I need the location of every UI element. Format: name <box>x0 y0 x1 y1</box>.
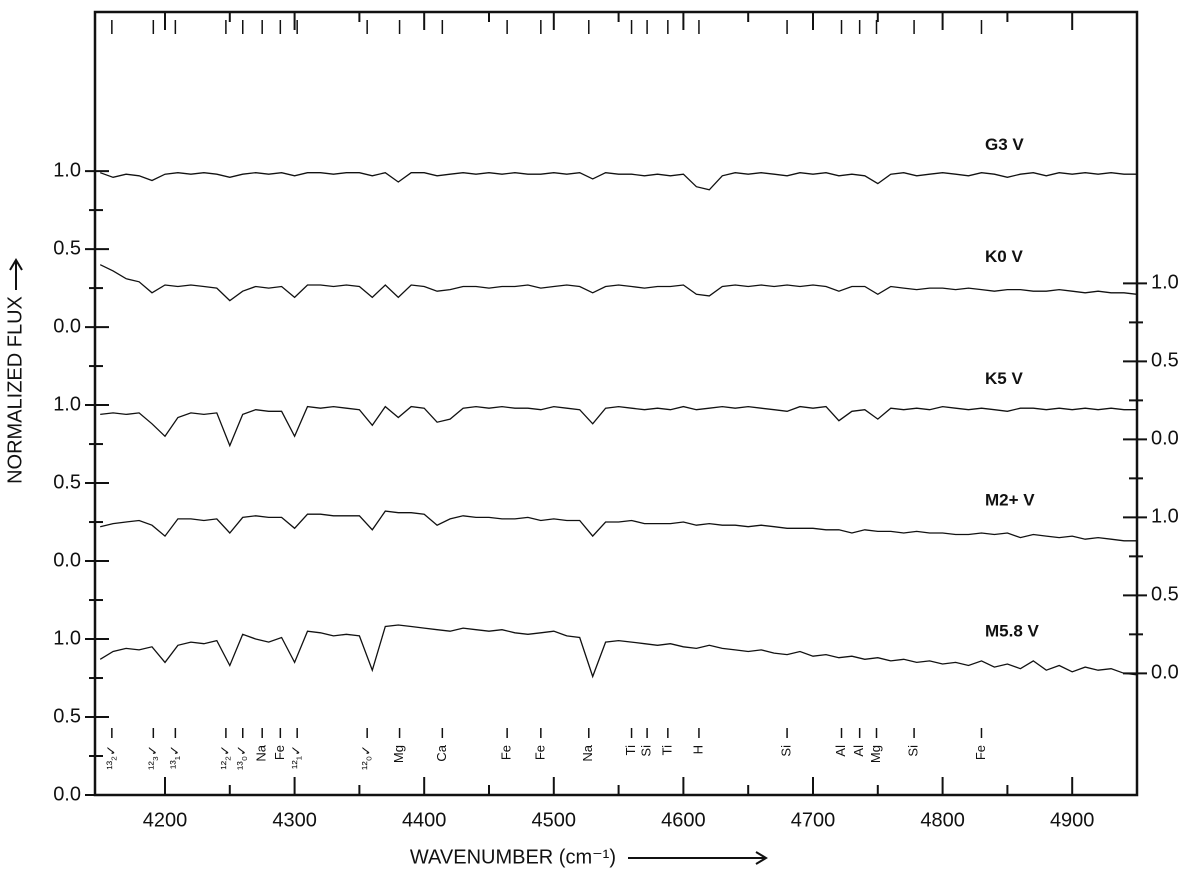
x-axis-label: WAVENUMBER (cm⁻¹) <box>410 846 616 868</box>
line-id-label: ¹²₃✓ <box>145 745 160 770</box>
y-axis-arrow-head <box>9 258 23 271</box>
line-id-label: Fe <box>499 745 514 760</box>
x-tick-label: 4500 <box>532 809 577 831</box>
line-id-label: ¹²₀✓ <box>359 745 374 770</box>
y-tick-label: 0.0 <box>53 783 81 805</box>
line-id-label: Ti <box>623 745 638 755</box>
x-tick-label: 4600 <box>661 809 706 831</box>
y2-tick-label: 0.5 <box>1151 584 1179 606</box>
x-tick-label: 4700 <box>791 809 836 831</box>
line-id-label: Si <box>906 745 921 757</box>
line-id-label: Na <box>580 744 595 761</box>
x-tick-label: 4200 <box>143 809 188 831</box>
spectrum-line <box>99 624 1138 679</box>
y-axis-label: NORMALIZED FLUX <box>4 296 26 484</box>
line-id-label: Si <box>639 745 654 757</box>
line-id-label: ¹³₀✓ <box>234 745 249 770</box>
line-id-label: Al <box>851 745 866 757</box>
spectrum-label: G3 V <box>985 135 1024 154</box>
spectrum-line <box>99 171 1137 191</box>
y-tick-label: 0.5 <box>53 471 81 493</box>
spectrum-label: M5.8 V <box>985 621 1040 640</box>
y2-tick-label: 1.0 <box>1151 506 1179 528</box>
y-tick-label: 1.0 <box>53 159 81 181</box>
line-id-label: Ti <box>659 745 674 755</box>
line-id-label: Fe <box>532 745 547 760</box>
line-id-label: Si <box>779 745 794 757</box>
y-tick-label: 0.5 <box>53 705 81 727</box>
line-id-label: ¹³₂✓ <box>103 745 118 770</box>
line-id-label: ¹³₁✓ <box>167 745 182 769</box>
plot-frame <box>93 10 1139 797</box>
y2-tick-label: 0.0 <box>1151 662 1179 684</box>
x-tick-label: 4400 <box>402 809 447 831</box>
y-tick-label: 0.5 <box>53 237 81 259</box>
line-id-label: Na <box>254 744 269 761</box>
line-id-label: Mg <box>391 745 406 763</box>
line-id-label: Fe <box>973 745 988 760</box>
spectrum-line <box>100 405 1137 448</box>
line-id-label: H <box>690 745 705 754</box>
spectrum-label: K5 V <box>985 369 1023 388</box>
x-tick-label: 4300 <box>272 809 317 831</box>
line-id-label: Ca <box>434 744 449 761</box>
line-id-label: ¹²₁✓ <box>289 745 304 769</box>
spectrum-label: K0 V <box>985 247 1023 266</box>
x-tick-label: 4900 <box>1050 809 1095 831</box>
y2-tick-label: 0.5 <box>1151 350 1179 372</box>
line-id-label: Mg <box>868 745 883 763</box>
x-tick-label: 4800 <box>920 809 965 831</box>
y-tick-label: 0.0 <box>53 315 81 337</box>
y-tick-label: 1.0 <box>53 393 81 415</box>
x-axis-arrow-head <box>755 851 768 865</box>
spectrum-line <box>99 264 1138 302</box>
y2-tick-label: 1.0 <box>1151 272 1179 294</box>
line-id-label: Al <box>833 745 848 757</box>
y-tick-label: 1.0 <box>53 627 81 649</box>
spectrum-line <box>100 510 1137 542</box>
line-id-label: Fe <box>272 745 287 760</box>
y-tick-label: 0.0 <box>53 549 81 571</box>
spectrum-label: M2+ V <box>985 490 1035 509</box>
y2-tick-label: 0.0 <box>1151 428 1179 450</box>
line-id-label: ¹²₂✓ <box>217 745 232 770</box>
